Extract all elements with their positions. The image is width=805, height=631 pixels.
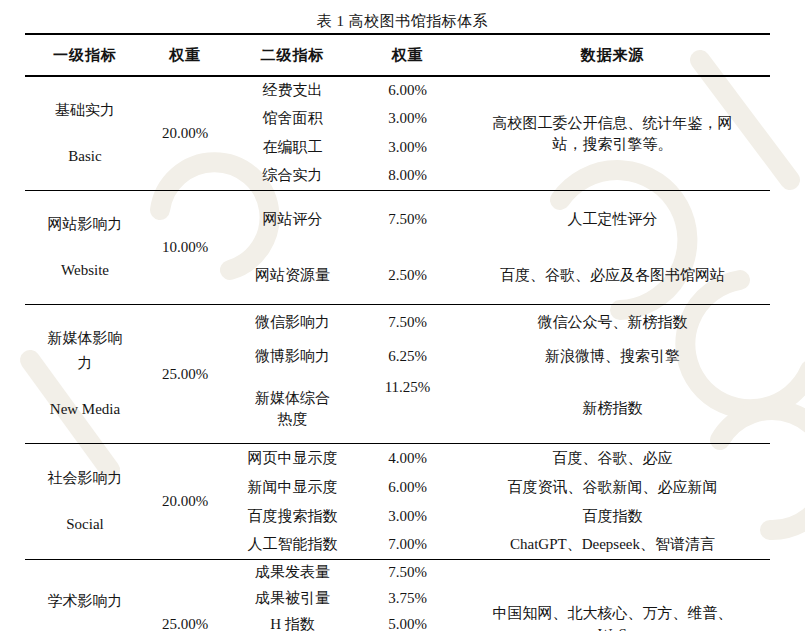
indicator-table: 一级指标 权重 二级指标 权重 数据来源 基础实力 Basic 20.00% 经… [25, 33, 770, 631]
primary-indicator-zh: 网站影响力 [25, 212, 145, 237]
primary-weight-new-media: 25.00% [145, 305, 225, 444]
secondary-weight: 6.25% [360, 339, 455, 374]
secondary-indicator: 新媒体综合 热度 [225, 374, 360, 444]
secondary-weight: 11.25% [360, 374, 455, 444]
secondary-indicator: 百度搜索指数 [225, 502, 360, 531]
data-source: 微信公众号、新榜指数 [455, 305, 770, 340]
secondary-indicator: H 指数 [225, 612, 360, 631]
secondary-weight: 7.50% [360, 305, 455, 340]
primary-weight-basic: 20.00% [145, 76, 225, 191]
primary-indicator-basic: 基础实力 Basic [25, 76, 145, 191]
primary-indicator-website: 网站影响力 Website [25, 191, 145, 305]
section-basic: 基础实力 Basic 20.00% 经费支出 6.00% 高校图工委公开信息、统… [25, 76, 770, 191]
secondary-weight: 7.50% [360, 560, 455, 586]
secondary-weight: 4.00% [360, 444, 455, 473]
secondary-indicator: 综合实力 [225, 162, 360, 191]
secondary-weight: 5.00% [360, 612, 455, 631]
primary-indicator-academic: 学术影响力 Academic [25, 560, 145, 631]
secondary-indicator: 网页中显示度 [225, 444, 360, 473]
secondary-weight: 6.00% [360, 473, 455, 502]
primary-indicator-new-media: 新媒体影响 力 New Media [25, 305, 145, 444]
table-caption: 表 1 高校图书馆指标体系 [0, 0, 805, 33]
primary-weight-social: 20.00% [145, 444, 225, 560]
data-source: 百度、谷歌、必应 [455, 444, 770, 473]
secondary-indicator: 成果发表量 [225, 560, 360, 586]
primary-indicator-zh: 新媒体影响 力 [25, 326, 145, 376]
primary-indicator-social: 社会影响力 Social [25, 444, 145, 560]
primary-indicator-en: New Media [25, 397, 145, 422]
table-row: 社会影响力 Social 20.00% 网页中显示度 4.00% 百度、谷歌、必… [25, 444, 770, 473]
secondary-indicator: 微信影响力 [225, 305, 360, 340]
table-row: 网站影响力 Website 10.00% 网站评分 7.50% 人工定性评分 [25, 191, 770, 248]
secondary-weight: 8.00% [360, 162, 455, 191]
secondary-indicator: 网站资源量 [225, 248, 360, 305]
data-source-academic: 中国知网、北大核心、万方、维普、 WoS [455, 560, 770, 631]
header-secondary-weight: 权重 [360, 34, 455, 76]
secondary-weight: 3.00% [360, 502, 455, 531]
data-source-basic: 高校图工委公开信息、统计年鉴，网 站，搜索引擎等。 [455, 76, 770, 191]
secondary-weight: 6.00% [360, 76, 455, 105]
secondary-indicator: 新闻中显示度 [225, 473, 360, 502]
secondary-indicator: 成果被引量 [225, 586, 360, 612]
secondary-indicator: 人工智能指数 [225, 531, 360, 560]
secondary-indicator: 馆舍面积 [225, 105, 360, 134]
data-source: 百度、谷歌、必应及各图书馆网站 [455, 248, 770, 305]
secondary-indicator: 网站评分 [225, 191, 360, 248]
secondary-weight: 2.50% [360, 248, 455, 305]
section-website: 网站影响力 Website 10.00% 网站评分 7.50% 人工定性评分 网… [25, 191, 770, 305]
secondary-indicator: 微博影响力 [225, 339, 360, 374]
table-row: 基础实力 Basic 20.00% 经费支出 6.00% 高校图工委公开信息、统… [25, 76, 770, 105]
secondary-weight: 7.50% [360, 191, 455, 248]
section-social: 社会影响力 Social 20.00% 网页中显示度 4.00% 百度、谷歌、必… [25, 444, 770, 560]
primary-indicator-en: Website [25, 258, 145, 283]
secondary-weight: 3.75% [360, 586, 455, 612]
secondary-weight: 3.00% [360, 105, 455, 134]
data-source: ChatGPT、Deepseek、智谱清言 [455, 531, 770, 560]
primary-indicator-zh: 社会影响力 [25, 466, 145, 491]
secondary-weight: 3.00% [360, 133, 455, 162]
primary-indicator-zh: 基础实力 [25, 98, 145, 123]
primary-indicator-zh: 学术影响力 [25, 589, 145, 614]
primary-indicator-en: Basic [25, 144, 145, 169]
section-new-media: 新媒体影响 力 New Media 25.00% 微信影响力 7.50% 微信公… [25, 305, 770, 444]
data-source: 人工定性评分 [455, 191, 770, 248]
header-secondary-indicator: 二级指标 [225, 34, 360, 76]
primary-indicator-en: Social [25, 512, 145, 537]
header-row: 一级指标 权重 二级指标 权重 数据来源 [25, 34, 770, 76]
secondary-indicator: 在编职工 [225, 133, 360, 162]
primary-weight-website: 10.00% [145, 191, 225, 305]
section-academic: 学术影响力 Academic 25.00% 成果发表量 7.50% 中国知网、北… [25, 560, 770, 631]
header-data-source: 数据来源 [455, 34, 770, 76]
data-source: 百度资讯、谷歌新闻、必应新闻 [455, 473, 770, 502]
secondary-weight: 7.00% [360, 531, 455, 560]
table-row: 学术影响力 Academic 25.00% 成果发表量 7.50% 中国知网、北… [25, 560, 770, 586]
data-source: 新榜指数 [455, 374, 770, 444]
header-primary-weight: 权重 [145, 34, 225, 76]
table-row: 新媒体影响 力 New Media 25.00% 微信影响力 7.50% 微信公… [25, 305, 770, 340]
data-source: 新浪微博、搜索引擎 [455, 339, 770, 374]
header-primary-indicator: 一级指标 [25, 34, 145, 76]
primary-weight-academic: 25.00% [145, 560, 225, 631]
data-source: 百度指数 [455, 502, 770, 531]
secondary-indicator: 经费支出 [225, 76, 360, 105]
